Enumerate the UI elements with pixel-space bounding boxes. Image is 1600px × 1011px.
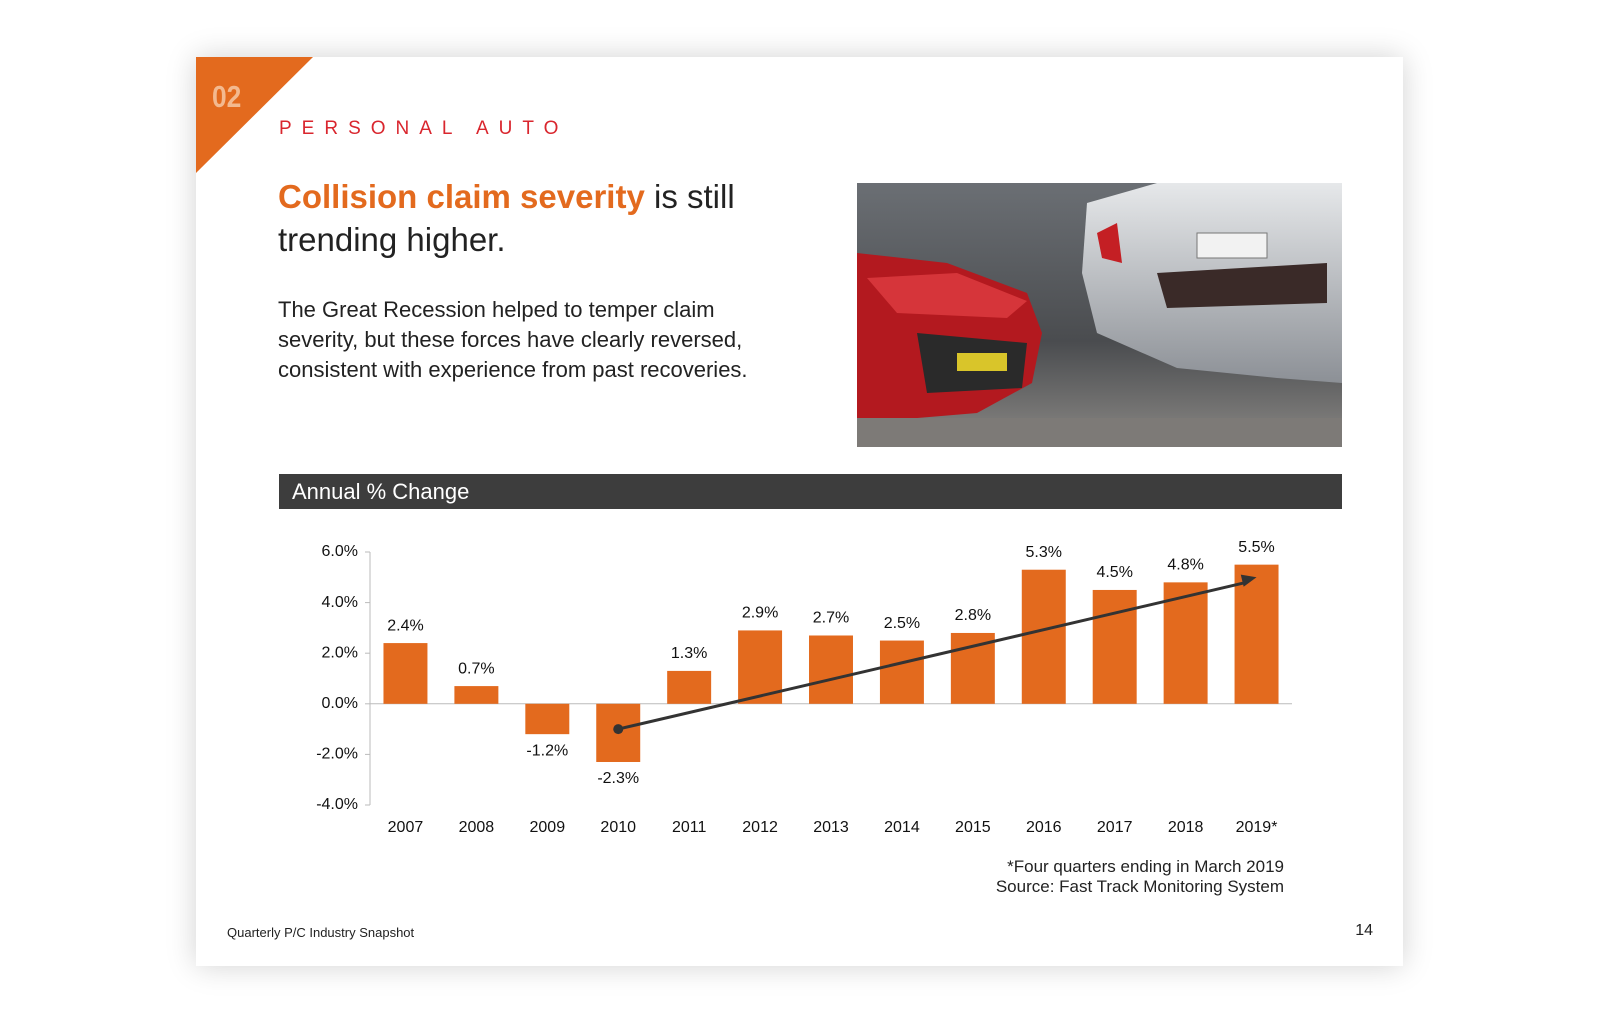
trend-arrowhead	[1240, 574, 1257, 587]
value-label: 5.3%	[1026, 544, 1062, 561]
y-tick-label: -4.0%	[316, 796, 358, 813]
value-label: 1.3%	[671, 645, 707, 662]
x-tick-label: 2007	[388, 819, 424, 836]
headline-text: is still trending higher.	[278, 178, 735, 258]
value-label: -1.2%	[526, 742, 568, 759]
bar	[1092, 589, 1137, 704]
value-label: -2.3%	[597, 770, 639, 787]
x-tick-label: 2019*	[1236, 819, 1278, 836]
x-tick-label: 2015	[955, 819, 991, 836]
bar	[667, 670, 712, 704]
trend-start	[613, 724, 624, 735]
x-tick-label: 2011	[672, 819, 707, 836]
y-tick-label: 0.0%	[322, 695, 358, 712]
bar	[383, 643, 428, 704]
value-label: 4.5%	[1096, 564, 1132, 581]
section-label: PERSONAL AUTO	[279, 118, 569, 139]
bar	[454, 686, 499, 704]
y-tick-label: 2.0%	[322, 644, 358, 661]
y-tick-label: 4.0%	[322, 594, 358, 611]
photo	[857, 183, 1342, 447]
footnote: *Four quarters ending in March 2019	[1007, 857, 1284, 876]
bar	[879, 640, 924, 704]
value-label: 0.7%	[458, 660, 494, 677]
x-tick-label: 2016	[1026, 819, 1062, 836]
trend-line	[617, 580, 1247, 731]
value-label: 4.8%	[1167, 557, 1203, 574]
x-tick-label: 2008	[459, 819, 495, 836]
bar	[525, 703, 570, 735]
x-tick-label: 2018	[1168, 819, 1204, 836]
chart-notes: *Four quarters ending in March 2019 Sour…	[996, 857, 1284, 897]
value-label: 2.8%	[955, 607, 991, 624]
x-tick-label: 2014	[884, 819, 920, 836]
bar	[809, 635, 853, 704]
value-label: 5.5%	[1238, 539, 1274, 556]
bar	[1163, 582, 1208, 704]
x-tick-label: 2012	[742, 819, 778, 836]
value-label: 2.5%	[884, 615, 920, 632]
source-note: Source: Fast Track Monitoring System	[995, 877, 1284, 896]
corner-triangle	[196, 57, 313, 173]
headline: Collision claim severity is still trendi…	[278, 175, 748, 261]
slide: 02 PERSONAL AUTO Collision claim severit…	[196, 57, 1403, 966]
y-tick-label: 6.0%	[322, 543, 358, 560]
bar	[1021, 569, 1066, 704]
value-label: 2.9%	[742, 605, 778, 622]
footer-title: Quarterly P/C Industry Snapshot	[227, 925, 415, 940]
value-label: 2.7%	[813, 610, 849, 627]
x-tick-label: 2009	[530, 819, 566, 836]
section-number: 02	[212, 79, 242, 114]
bar	[1234, 564, 1279, 704]
body-text: The Great Recession helped to temper cla…	[278, 297, 748, 382]
value-label: 2.4%	[387, 617, 423, 634]
x-tick-label: 2013	[813, 819, 849, 836]
x-tick-label: 2010	[600, 819, 636, 836]
headline-highlight: Collision claim severity	[278, 178, 645, 215]
chart-title: Annual % Change	[279, 474, 1342, 509]
x-tick-label: 2017	[1097, 819, 1133, 836]
page-number: 14	[1355, 922, 1373, 939]
y-tick-label: -2.0%	[316, 746, 358, 763]
